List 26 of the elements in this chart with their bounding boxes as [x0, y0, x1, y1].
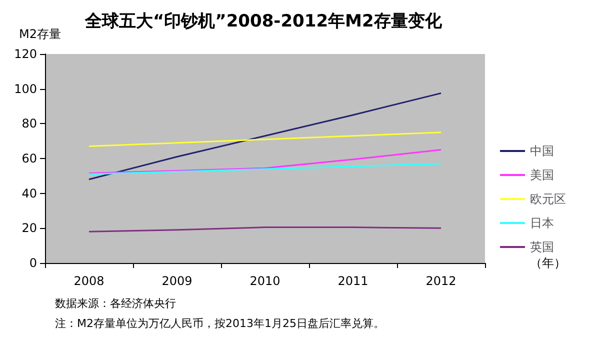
- y-tick-label: 100: [14, 82, 37, 96]
- y-axis-title: M2存量: [19, 27, 61, 41]
- y-tick-label: 60: [22, 152, 37, 166]
- x-tick-label: 2009: [162, 274, 192, 288]
- line-series: [88, 162, 442, 175]
- legend-label: 中国: [530, 144, 554, 158]
- y-tick-label: 40: [22, 186, 37, 200]
- text: 注：M2存量单位为万亿人民币，按2013年1月25日盘后汇率兑算。: [55, 317, 384, 330]
- legend-label: 英国: [530, 240, 554, 254]
- x-tick-label: 2012: [426, 274, 456, 288]
- x-tick-label: 2008: [74, 274, 104, 288]
- y-tick-label: 120: [14, 47, 37, 61]
- y-tick-label: 0: [29, 256, 37, 270]
- x-tick-label: 2010: [250, 274, 280, 288]
- legend-label: 欧元区: [530, 192, 566, 206]
- legend-label: 美国: [530, 168, 554, 182]
- x-tick-label: 2011: [338, 274, 368, 288]
- y-tick-label: 80: [22, 116, 37, 131]
- line-series: [88, 132, 442, 148]
- x-axis-title: （年）: [530, 256, 566, 270]
- source-note: 数据来源：各经济体央行: [55, 297, 176, 310]
- chart-title: 全球五大“印钞机”2008-2012年M2存量变化: [84, 12, 443, 32]
- y-tick-label: 20: [22, 221, 37, 236]
- line-series: [88, 92, 442, 180]
- line-series: [88, 149, 442, 174]
- legend-label: 日本: [530, 216, 554, 230]
